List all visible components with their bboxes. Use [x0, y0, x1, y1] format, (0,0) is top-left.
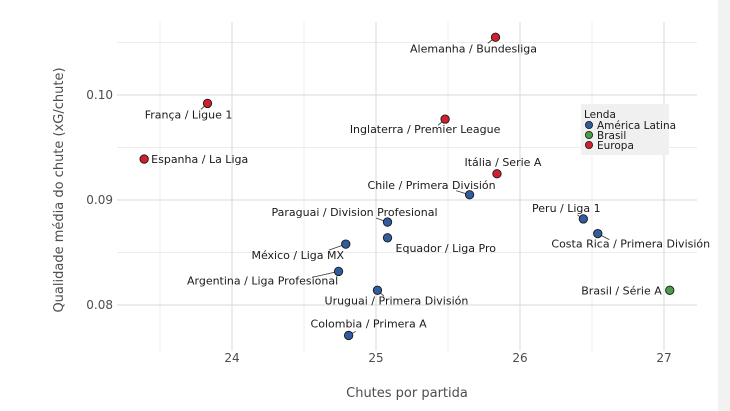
- points: Alemanha / Bundesliga França / Ligue 1 Ing…: [139, 32, 710, 341]
- x-tick-label: 27: [656, 351, 671, 365]
- data-point: [440, 114, 450, 124]
- data-point-group: Espanha / La Liga: [139, 153, 248, 166]
- y-tick-label: 0.08: [86, 298, 113, 312]
- data-point-group: México / Liga MX: [251, 239, 351, 262]
- x-axis-label: Chutes por partida: [346, 386, 468, 401]
- point-label: México / Liga MX: [251, 249, 344, 262]
- x-axis-ticks: 24 25 26 27: [224, 351, 671, 365]
- x-tick-label: 26: [512, 351, 527, 365]
- scrollbar-strip: [718, 0, 730, 411]
- data-point-group: Peru / Liga 1: [532, 202, 601, 224]
- data-point: [382, 217, 393, 227]
- x-tick-label: 24: [224, 351, 239, 365]
- y-tick-label: 0.09: [86, 193, 113, 207]
- point-label: Equador / Liga Pro: [396, 242, 497, 255]
- data-point-group: Inglaterra / Premier League: [350, 114, 501, 136]
- point-label: Inglaterra / Premier League: [350, 123, 501, 136]
- data-point-group: Uruguai / Primera División: [325, 285, 469, 307]
- point-label: França / Ligue 1: [145, 108, 233, 121]
- data-point-group: Alemanha / Bundesliga: [410, 32, 537, 55]
- data-point-group: França / Ligue 1: [145, 98, 233, 121]
- data-point: [665, 285, 675, 295]
- legend-marker: [585, 121, 594, 130]
- data-point-group: Argentina / Liga Profesional: [187, 266, 344, 287]
- data-point-group: Costa Rica / Primera División: [551, 228, 710, 251]
- point-label: Chile / Primera División: [368, 179, 496, 192]
- data-point: [578, 214, 589, 224]
- data-point-group: Paraguai / Division Profesional: [271, 206, 438, 227]
- point-label: Peru / Liga 1: [532, 202, 601, 215]
- point-label: Itália / Serie A: [464, 156, 541, 169]
- legend-entry: Brasil: [597, 130, 626, 142]
- data-point: [372, 285, 383, 295]
- legend-entry: América Latina: [597, 120, 676, 132]
- data-point-group: Brasil / Série A: [581, 284, 675, 297]
- data-point: [139, 154, 149, 164]
- data-point: [341, 239, 351, 249]
- legend-entry: Europa: [597, 140, 634, 152]
- grid: [117, 22, 697, 351]
- legend-background: [581, 104, 669, 155]
- point-label: Argentina / Liga Profesional: [187, 274, 338, 287]
- data-point: [464, 190, 475, 200]
- point-label: Brasil / Série A: [581, 284, 662, 297]
- point-label: Colombia / Primera A: [311, 317, 428, 330]
- data-point: [490, 32, 501, 42]
- point-label: Espanha / La Liga: [151, 153, 248, 166]
- data-point: [343, 330, 354, 341]
- data-point-group: Itália / Serie A: [464, 156, 542, 179]
- point-label: Alemanha / Bundesliga: [410, 42, 537, 55]
- data-point: [202, 98, 213, 109]
- y-tick-label: 0.10: [86, 88, 113, 102]
- data-point-group: Chile / Primera División: [368, 179, 496, 200]
- data-point-group: Colombia / Primera A: [311, 317, 428, 341]
- point-label: Paraguai / Division Profesional: [271, 206, 437, 219]
- y-axis-label: Qualidade média do chute (xG/chute): [52, 67, 67, 312]
- point-label: Uruguai / Primera División: [325, 294, 469, 307]
- legend-marker: [585, 130, 594, 139]
- data-point: [492, 169, 502, 179]
- y-axis-ticks: 0.08 0.09 0.10: [86, 88, 113, 312]
- legend-marker: [585, 140, 594, 149]
- x-tick-label: 25: [368, 351, 383, 365]
- data-point-group: Equador / Liga Pro: [382, 233, 497, 255]
- data-point: [593, 228, 603, 239]
- data-point: [333, 266, 344, 277]
- legend-title: Lenda: [584, 109, 616, 121]
- point-label: Costa Rica / Primera División: [551, 238, 710, 251]
- data-point: [382, 233, 393, 243]
